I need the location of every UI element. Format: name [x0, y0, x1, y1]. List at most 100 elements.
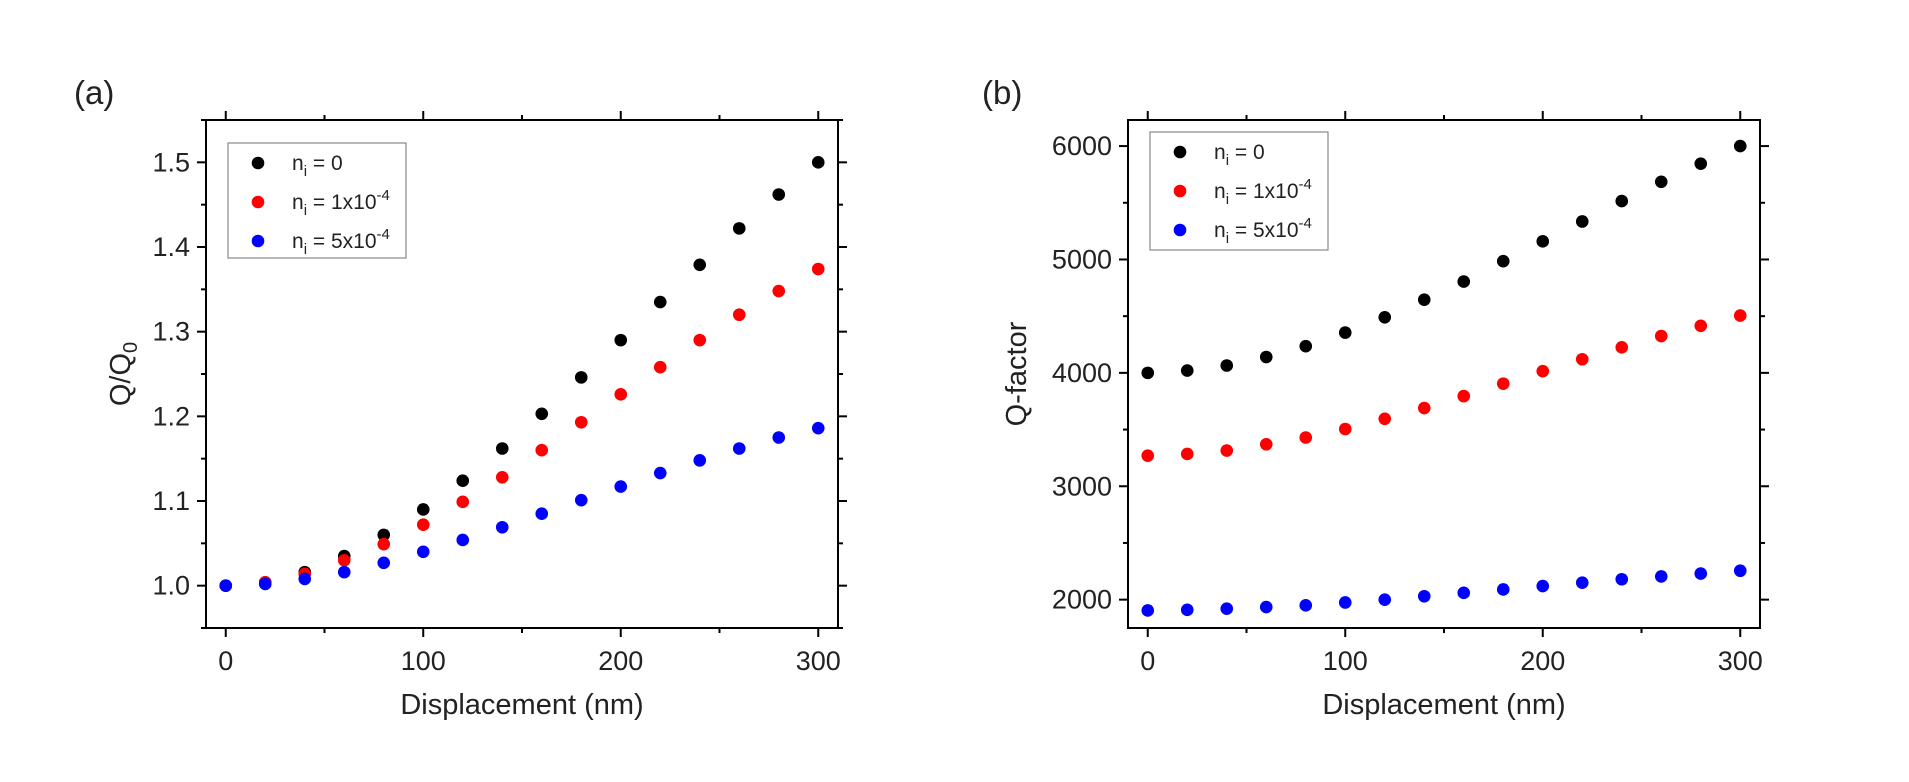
data-point-series-2: [456, 495, 470, 509]
x-tick-label: 300: [1718, 646, 1763, 676]
data-point-series-2: [811, 262, 825, 276]
data-point-series-1: [1338, 326, 1352, 339]
data-point-series-3: [614, 480, 628, 493]
data-point-series-3: [732, 442, 746, 455]
data-point-series-3: [377, 556, 391, 570]
y-tick-label: 1.5: [152, 147, 190, 177]
data-point-series-1: [1259, 350, 1273, 364]
legend-label: ni = 0: [292, 152, 343, 180]
data-point-series-2: [1733, 309, 1747, 322]
data-point-series-3: [456, 533, 470, 547]
x-tick-label: 200: [1520, 646, 1565, 676]
data-point-series-2: [416, 518, 430, 532]
data-point-series-1: [377, 528, 391, 542]
data-point-series-1: [1694, 157, 1708, 170]
x-tick-label: 100: [1323, 646, 1368, 676]
data-point-series-1: [1378, 311, 1392, 324]
data-point-series-2: [653, 360, 667, 374]
x-tick-label: 300: [796, 646, 841, 676]
data-point-series-3: [772, 431, 786, 444]
y-tick-label: 1.4: [152, 232, 190, 262]
chart-panel-b: (b) 0 100 200 300 2000 3000 4000 5000 6000 Displac…: [982, 74, 1769, 721]
data-point-series-1: [1496, 254, 1510, 268]
y-tick-label: 6000: [1052, 131, 1112, 161]
data-point-series-1: [1457, 275, 1471, 288]
data-point-series-1: [614, 333, 628, 347]
y-tick-label: 2000: [1052, 585, 1112, 615]
data-point-series-1: [1575, 215, 1589, 228]
data-point-series-2: [1220, 444, 1234, 457]
data-point-series-2: [1457, 389, 1471, 403]
data-point-series-2: [1536, 364, 1550, 378]
data-point-series-2: [377, 537, 391, 551]
data-point-series-3: [219, 579, 233, 592]
y-tick-label: 1.3: [152, 317, 190, 347]
data-point-series-3: [1338, 596, 1352, 609]
data-point-series-2: [1141, 449, 1155, 462]
legend-label: ni = 5x10-4: [1214, 215, 1312, 247]
data-point-series-1: [1141, 366, 1155, 380]
data-point-series-1: [456, 474, 470, 487]
x-tick-label: 0: [1140, 646, 1155, 676]
data-point-series-2: [732, 308, 746, 322]
data-point-series-2: [1496, 377, 1510, 390]
legend: ni = 0 ni = 1x10-4 ni = 5x10-4: [227, 142, 407, 259]
data-point-series-2: [1180, 447, 1194, 461]
legend-label: ni = 1x10-4: [1214, 176, 1312, 208]
data-point-series-3: [495, 520, 509, 534]
data-point-series-1: [1299, 339, 1313, 353]
data-point-series-3: [1733, 564, 1747, 578]
data-point-series-3: [1220, 602, 1234, 616]
data-point-series-3: [811, 421, 825, 435]
data-point-series-2: [614, 388, 628, 401]
data-point-series-3: [1259, 600, 1273, 614]
data-point-series-1: [1417, 293, 1431, 307]
data-point-series-3: [1615, 572, 1629, 586]
data-point-series-1: [1615, 194, 1629, 208]
legend-marker: [1173, 145, 1187, 159]
data-point-series-3: [693, 454, 707, 467]
data-point-series-3: [1457, 586, 1471, 600]
data-point-series-2: [1299, 431, 1313, 444]
data-point-series-3: [653, 466, 667, 480]
data-point-series-3: [1299, 599, 1313, 612]
data-point-series-3: [1378, 593, 1392, 606]
x-axis-title: Displacement (nm): [400, 689, 643, 721]
data-point-series-3: [1180, 603, 1194, 617]
data-point-series-2: [337, 553, 351, 567]
data-point-series-1: [1536, 235, 1550, 248]
data-point-series-1: [416, 503, 430, 516]
chart-panel-a: (a) 0 100 200 300 1.0 1.1 1.2 1.3 1.4 1.5 Displacem…: [74, 74, 847, 721]
data-point-series-2: [1338, 422, 1352, 436]
data-point-series-2: [1654, 329, 1668, 343]
data-point-series-1: [535, 407, 549, 421]
data-point-series-1: [574, 371, 588, 384]
data-point-series-1: [772, 188, 786, 201]
data-point-series-1: [1220, 359, 1234, 372]
y-tick-label: 1.2: [152, 401, 190, 431]
data-point-series-3: [258, 577, 272, 591]
data-point-series-3: [416, 545, 430, 559]
data-point-series-1: [811, 156, 825, 169]
data-point-series-1: [1733, 139, 1747, 153]
legend-marker: [251, 234, 265, 248]
legend-marker: [1173, 223, 1187, 237]
data-point-series-3: [337, 565, 351, 579]
data-point-series-2: [535, 443, 549, 457]
data-point-series-1: [732, 222, 746, 235]
y-tick-label: 3000: [1052, 471, 1112, 501]
data-point-series-2: [1417, 401, 1431, 415]
legend-marker: [1173, 184, 1187, 198]
data-point-series-3: [1654, 570, 1668, 583]
data-point-series-2: [1694, 319, 1708, 333]
data-point-series-3: [1536, 579, 1550, 593]
data-point-series-2: [1259, 438, 1273, 451]
panel-label: (b): [982, 74, 1022, 111]
panel-label: (a): [74, 74, 114, 111]
data-point-series-2: [1575, 352, 1589, 366]
data-point-series-3: [298, 572, 312, 586]
x-tick-label: 100: [401, 646, 446, 676]
data-point-series-1: [653, 295, 667, 309]
data-point-series-1: [495, 442, 509, 455]
legend-marker: [251, 156, 265, 170]
